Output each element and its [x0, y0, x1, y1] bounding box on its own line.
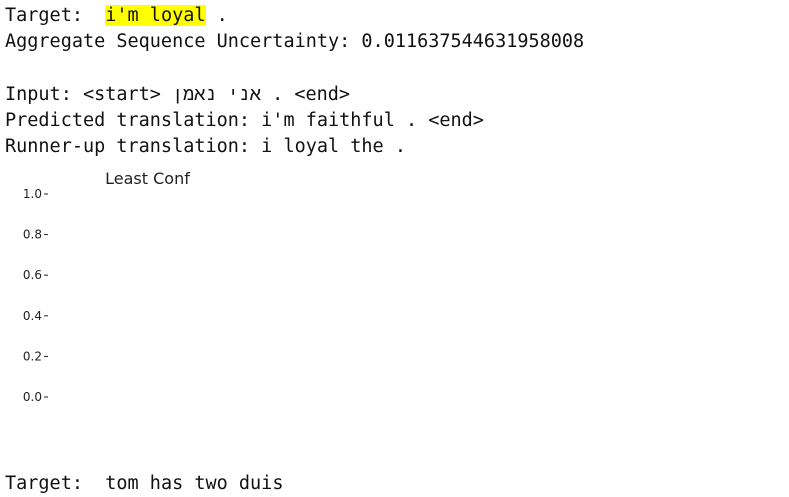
runner-up: Runner-up translation: i loyal the .	[5, 136, 406, 157]
page: Target: i'm loyal . Aggregate Sequence U…	[5, 3, 585, 494]
y-tick-label: 0.0	[23, 390, 42, 404]
target-line: Target: i'm loyal .	[5, 3, 228, 29]
input: Input: <start> אני נאמן . <end>	[5, 84, 351, 105]
target-label: Target:	[5, 5, 83, 26]
y-tick-label: 0.4	[23, 309, 42, 323]
target-text: i'm loyal	[105, 5, 206, 26]
y-tick-label: 0.6	[23, 268, 42, 282]
predicted: Predicted translation: i'm faithful . <e…	[5, 110, 484, 131]
next-target-label: Target:	[5, 473, 83, 494]
y-tick-label: 1.0	[23, 187, 42, 201]
y-tick-label: 0.2	[23, 349, 42, 363]
next-target-line: Target: tom has two duis	[5, 471, 283, 497]
chart-title: Least Conf	[105, 169, 190, 188]
uncertainty: Aggregate Sequence Uncertainty: 0.011637…	[5, 31, 585, 52]
charts: Least Conf 0.0 0.2 0.4 0.6 0.8 1.0	[23, 169, 190, 404]
next-target-text: tom has two duis	[105, 473, 284, 494]
y-tick-label: 0.8	[23, 228, 42, 242]
target-end: .	[216, 5, 228, 26]
